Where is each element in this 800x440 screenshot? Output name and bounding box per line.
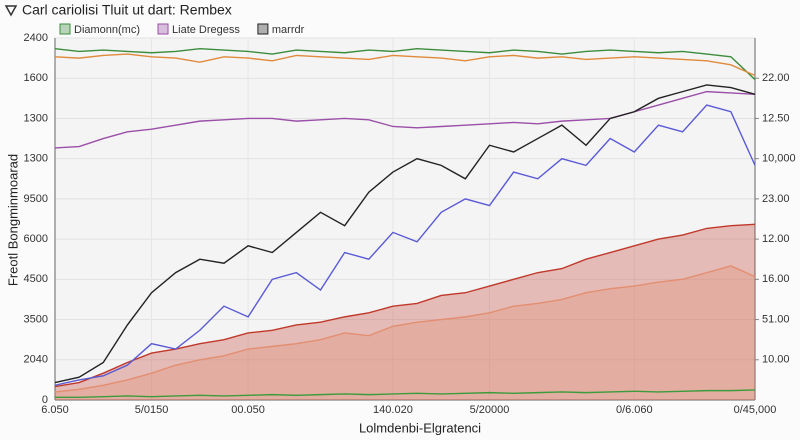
legend-label: marrdr xyxy=(272,24,305,36)
y-tick-label: 4500 xyxy=(24,273,48,285)
x-tick-label: 00.050 xyxy=(231,404,265,416)
y2-tick-label: 23.00 xyxy=(762,193,790,205)
y2-tick-label: 12.50 xyxy=(762,112,790,124)
y2-tick-label: 22.00 xyxy=(762,72,790,84)
x-tick-label: 0/45,000 xyxy=(734,404,777,416)
area xyxy=(55,265,755,400)
line xyxy=(54,265,756,393)
line xyxy=(54,48,756,81)
y-tick-label: 0 xyxy=(42,394,48,406)
line xyxy=(54,90,756,149)
y2-tick-label: 12.00 xyxy=(762,233,790,245)
line xyxy=(55,389,756,399)
y2-tick-label: 16.00 xyxy=(762,273,790,285)
legend: Diamonn(mc) Liate Dregess marrdr xyxy=(59,23,305,36)
legend-swatch xyxy=(59,23,71,35)
y2-tick-label: 10.00 xyxy=(762,354,790,366)
y2-tick-label: 51.00 xyxy=(762,313,790,325)
x-tick-label: 140.020 xyxy=(373,404,413,416)
legend-label: Liate Dregess xyxy=(172,24,240,36)
y-tick-label: 9500 xyxy=(24,193,48,205)
title-icon xyxy=(4,5,18,17)
line xyxy=(54,223,756,388)
y-tick-label: 1600 xyxy=(24,72,48,84)
y-axis-label: Freotl Bongminmoarad xyxy=(5,154,20,286)
y-tick-label: 3500 xyxy=(24,313,48,325)
legend-label: Diamonn(mc) xyxy=(74,24,140,36)
plot-area xyxy=(55,38,755,400)
chart-title: Carl cariolisi Tluit ut dart: Rembex xyxy=(22,2,232,18)
area xyxy=(55,224,755,400)
line xyxy=(54,104,756,386)
y2-tick-label: 10,000 xyxy=(762,153,796,165)
y-tick-label: 2400 xyxy=(24,32,48,44)
line xyxy=(54,53,756,77)
legend-swatch xyxy=(257,23,269,35)
y-tick-label: 2040 xyxy=(24,354,48,366)
x-tick-label: 5/0150 xyxy=(135,404,169,416)
y-tick-label: 1300 xyxy=(24,112,48,124)
y-tick-label: 6000 xyxy=(24,233,48,245)
x-tick-label: 5/20000 xyxy=(470,404,510,416)
x-axis-label: Lolmdenbi-Elgratenci xyxy=(359,420,481,435)
x-tick-label: 6.050 xyxy=(41,404,69,416)
y-tick-label: 1300 xyxy=(24,153,48,165)
legend-swatch xyxy=(157,23,169,35)
x-tick-label: 0/6.060 xyxy=(616,404,653,416)
line xyxy=(54,84,756,384)
